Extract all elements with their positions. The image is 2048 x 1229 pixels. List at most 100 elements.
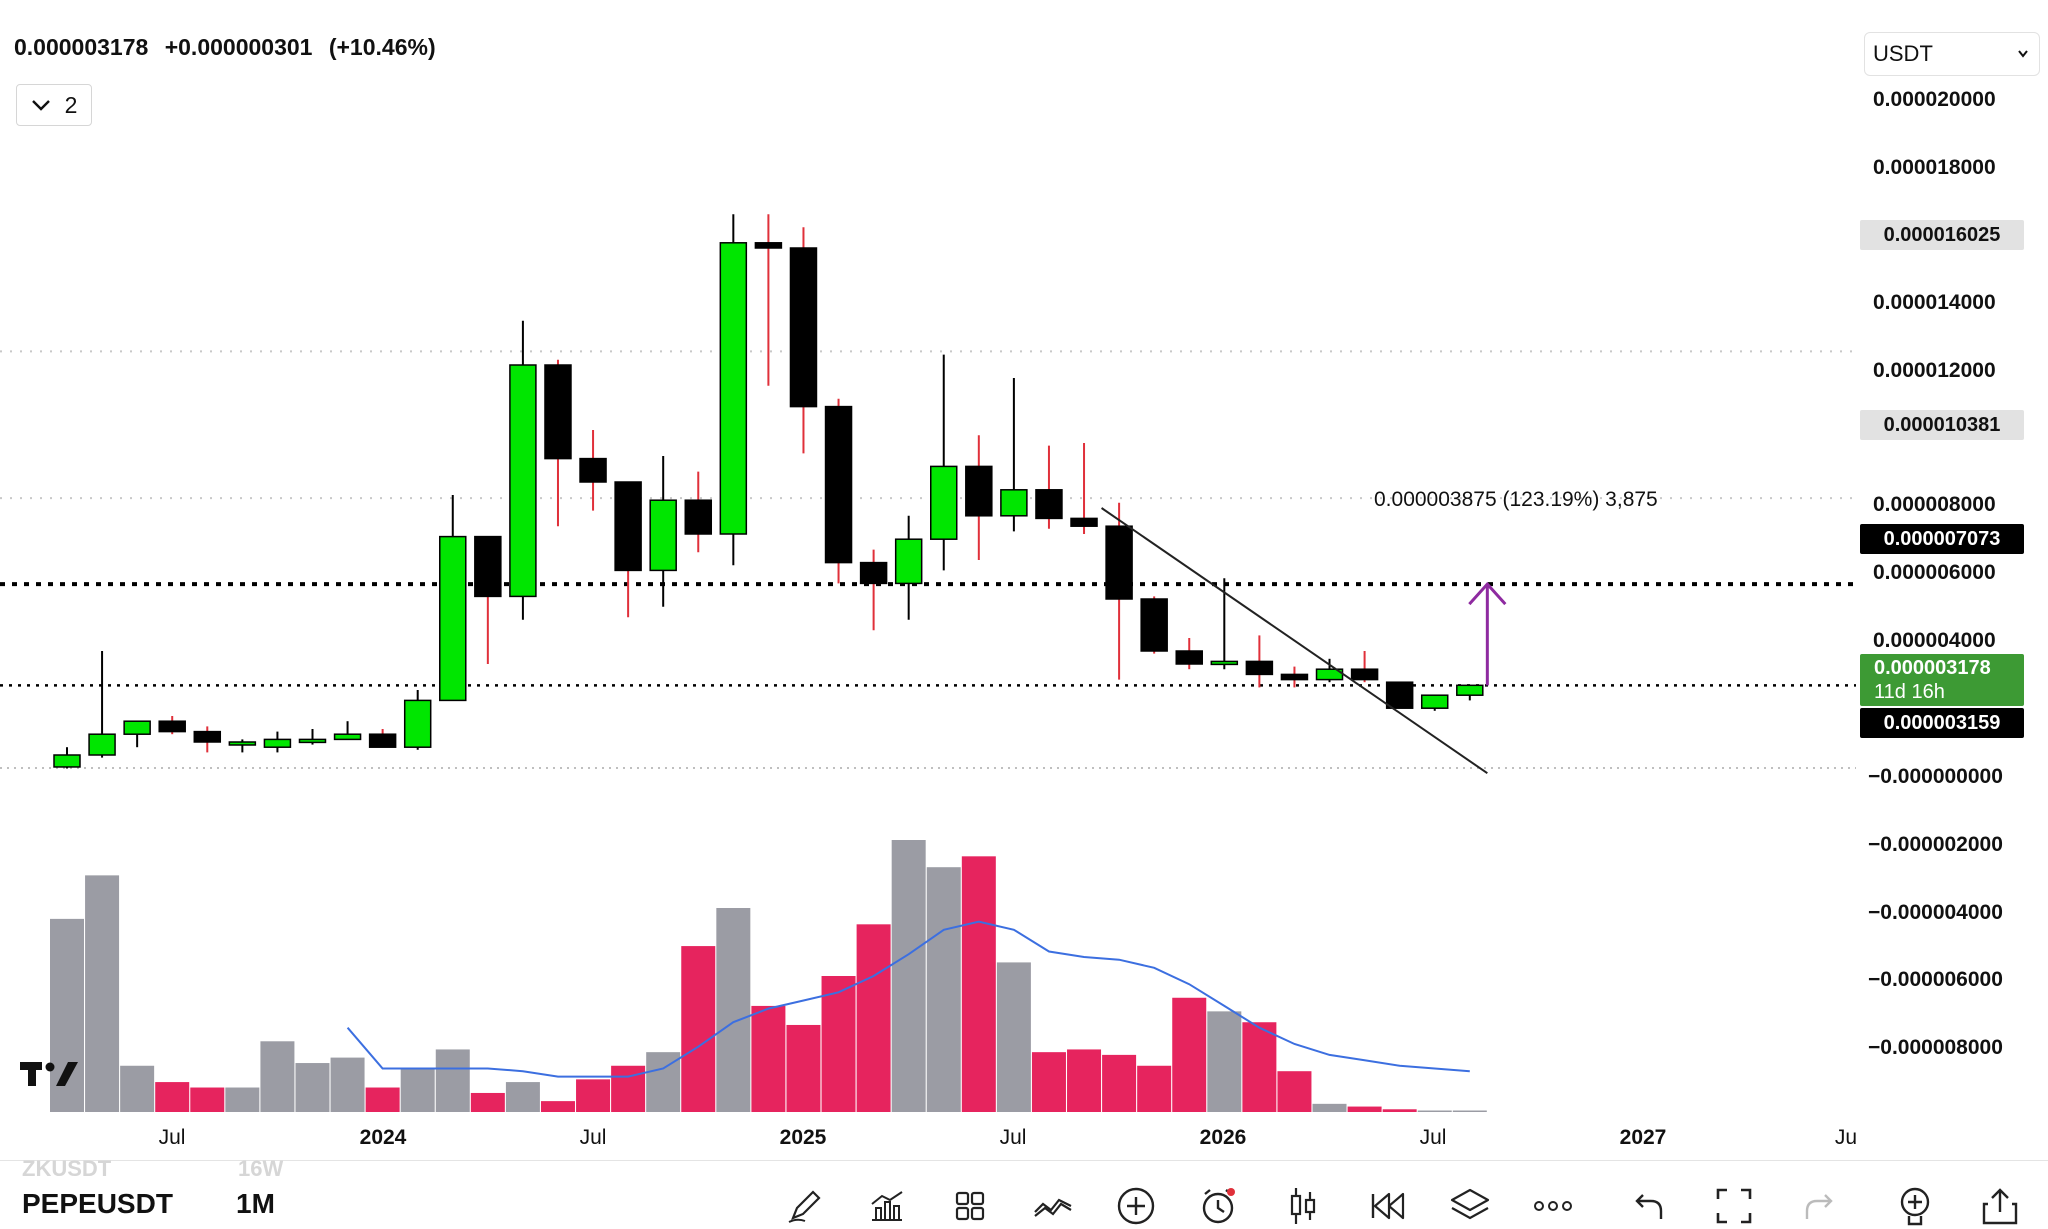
- replay-icon[interactable]: [1365, 1184, 1409, 1228]
- price-axis-label: 0.000008000: [1873, 493, 1996, 516]
- volume-bar: [821, 976, 856, 1112]
- candle-body: [1245, 660, 1274, 676]
- indicators-icon[interactable]: [864, 1184, 908, 1228]
- level-tag-mid[interactable]: 0.000010381: [1860, 410, 2024, 440]
- volume-bar: [1207, 1011, 1242, 1112]
- volume-bar: [365, 1087, 400, 1112]
- time-axis-label: Ju: [1834, 1126, 1858, 1149]
- volume-bar: [120, 1065, 155, 1112]
- volume-bar: [1172, 997, 1207, 1112]
- volume-bar: [85, 875, 120, 1112]
- volume-bar: [751, 1005, 786, 1112]
- volume-bar: [1102, 1054, 1137, 1112]
- indicator-count: 2: [64, 91, 78, 118]
- volume-bar: [470, 1092, 505, 1112]
- candle-body: [193, 730, 222, 743]
- time-axis-label: 2027: [1619, 1126, 1667, 1149]
- time-axis-label: Jul: [579, 1126, 607, 1149]
- price-axis-label: −0.000008000: [1868, 1036, 2003, 1059]
- candle-body: [474, 535, 502, 598]
- candle-body: [1070, 517, 1098, 527]
- price-axis-label: 0.000020000: [1873, 88, 1996, 111]
- volume-bar: [260, 1041, 295, 1112]
- candle-body: [403, 699, 432, 748]
- draw-icon[interactable]: [783, 1184, 827, 1228]
- measure-label: 0.000003875 (123.19%) 3,875: [1374, 488, 1658, 511]
- measure-arrow-head: [1468, 581, 1507, 606]
- undo-icon[interactable]: [1628, 1184, 1672, 1228]
- price-axis-label: −0.000000000: [1868, 765, 2003, 788]
- candle-body: [123, 720, 151, 735]
- candle-body: [1000, 489, 1028, 517]
- share-icon[interactable]: [1978, 1184, 2022, 1228]
- add-icon[interactable]: [1114, 1184, 1158, 1228]
- volume-bar: [1277, 1071, 1312, 1112]
- candle-body: [333, 733, 362, 741]
- time-axis-label: Jul: [999, 1126, 1027, 1149]
- time-axis-label: Jul: [158, 1126, 186, 1149]
- level-tag-high[interactable]: 0.000016025: [1860, 220, 2024, 250]
- candle-body: [1035, 489, 1063, 520]
- candle-body: [1350, 668, 1379, 681]
- price-axis-label: 0.000004000: [1873, 629, 1996, 652]
- candle-body: [719, 242, 748, 535]
- chart-type-icon[interactable]: [1281, 1184, 1325, 1228]
- candle-body: [1105, 525, 1133, 600]
- currency-select[interactable]: USDT: [1864, 32, 2040, 76]
- candle-body: [53, 754, 81, 768]
- chevron-down-icon: [2018, 50, 2028, 58]
- volume-bars: [50, 840, 1487, 1112]
- chevron-down-icon: [31, 100, 50, 111]
- layers-icon[interactable]: [1448, 1184, 1492, 1228]
- volume-bar: [716, 908, 751, 1112]
- indicator-collapse-button[interactable]: 2: [16, 84, 92, 126]
- volume-bar: [961, 856, 996, 1112]
- alert-icon[interactable]: [1197, 1184, 1241, 1228]
- time-axis-label: 2024: [359, 1126, 407, 1149]
- candle-body: [1140, 598, 1168, 652]
- last-price-tag: 0.000003178 11d 16h: [1860, 654, 2024, 706]
- bar-countdown: 11d 16h: [1874, 681, 1945, 703]
- volume-bar: [681, 946, 716, 1112]
- fullscreen-icon[interactable]: [1712, 1184, 1756, 1228]
- volume-bar: [786, 1024, 821, 1112]
- price-axis-label: 0.000014000: [1873, 291, 1996, 314]
- candle-body: [859, 561, 888, 585]
- candle-body: [228, 741, 257, 746]
- candle-body: [544, 364, 572, 460]
- candle-body: [789, 247, 818, 408]
- candle-body: [1385, 681, 1414, 709]
- price-readout: 0.000003178 +0.000000301 (+10.46%): [14, 34, 446, 61]
- volume-bar: [1137, 1065, 1172, 1112]
- bottom-toolbar: [0, 1160, 2048, 1229]
- trendline: [1100, 507, 1488, 775]
- low-level-tag[interactable]: 0.000003159: [1860, 708, 2024, 738]
- candle-body: [1456, 684, 1484, 696]
- target-price-tag[interactable]: 0.000007073: [1860, 524, 2024, 554]
- candle-body: [1420, 694, 1449, 709]
- volume-bar: [611, 1065, 646, 1112]
- time-axis-label: 2025: [779, 1126, 827, 1149]
- more-icon[interactable]: [1531, 1184, 1575, 1228]
- candle-body: [754, 242, 783, 249]
- previous-symbol: ZKUSDT: [22, 1156, 112, 1181]
- redo-icon[interactable]: [1796, 1184, 1840, 1228]
- interval-button[interactable]: 1M: [236, 1188, 275, 1219]
- symbol-button[interactable]: PEPEUSDT: [22, 1188, 173, 1219]
- volume-bar: [1452, 1110, 1487, 1112]
- candle-body: [509, 364, 537, 598]
- candle-body: [1280, 673, 1309, 681]
- layouts-icon[interactable]: [948, 1184, 992, 1228]
- candle-body: [684, 499, 713, 535]
- zoom-icon[interactable]: [1893, 1184, 1937, 1228]
- volume-bar: [926, 867, 961, 1112]
- patterns-icon[interactable]: [1031, 1184, 1075, 1228]
- candle-body: [965, 465, 993, 517]
- volume-bar: [295, 1063, 330, 1112]
- drawings[interactable]: [1100, 507, 1507, 775]
- volume-bar: [576, 1079, 611, 1112]
- price-change-pct: (+10.46%): [328, 34, 436, 60]
- volume-bar: [330, 1057, 365, 1112]
- previous-interval: 16W: [238, 1156, 284, 1181]
